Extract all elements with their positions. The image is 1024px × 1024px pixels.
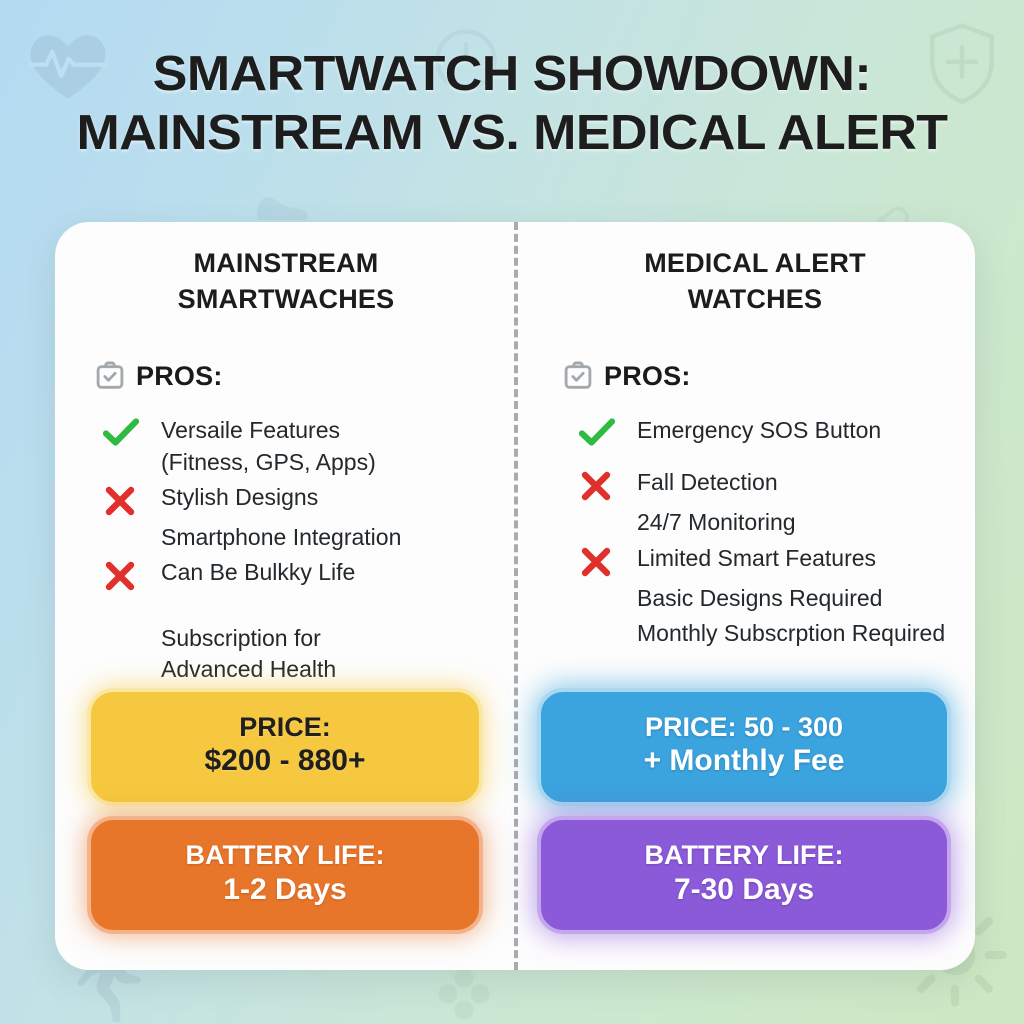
column-divider	[514, 222, 518, 970]
column-heading-medical-alert: MEDICAL ALERT WATCHES	[561, 246, 949, 317]
badges-mainstream: PRICE: $200 - 880+ BATTERY LIFE: 1-2 Day…	[55, 691, 515, 949]
title-line-2: MAINSTREAM VS. MEDICAL ALERT	[76, 105, 948, 160]
pros-header-medical-alert: PROS:	[561, 359, 949, 393]
medical-bag-check-icon	[93, 359, 127, 393]
list-item-line: Fall Detection	[637, 469, 778, 496]
list-item-line: (Fitness, GPS, Apps)	[161, 448, 376, 475]
list-item-text: Basic Designs Required	[637, 581, 882, 614]
cross-icon	[579, 541, 637, 579]
no-mark-spacer	[579, 616, 637, 620]
badge-line-2: 7-30 Days	[673, 872, 815, 906]
no-mark-spacer	[579, 505, 637, 509]
list-item-text: Versaile Features (Fitness, GPS, Apps)	[161, 413, 376, 478]
badge-line-2: + Monthly Fee	[643, 744, 845, 778]
heading-line-1: MAINSTREAM	[193, 248, 379, 278]
pros-label-medical-alert: PROS:	[604, 360, 691, 391]
comparison-columns: MAINSTREAM SMARTWACHES PROS:	[55, 222, 975, 970]
list-item-line: Monthly Subscrption Required	[637, 619, 946, 646]
price-badge-medical-alert[interactable]: PRICE: 50 - 300 + Monthly Fee	[541, 691, 947, 802]
list-item-line: Limited Smart Features	[637, 544, 877, 571]
badge-line-2: $200 - 880+	[204, 744, 366, 778]
check-icon	[103, 413, 161, 447]
badge-line-1: BATTERY LIFE:	[644, 839, 844, 870]
list-item: Monthly Subscrption Required	[579, 616, 949, 649]
no-mark-spacer	[103, 520, 161, 524]
list-item-text: Monthly Subscrption Required	[637, 616, 945, 649]
comparison-card: MAINSTREAM SMARTWACHES PROS:	[55, 222, 975, 970]
battery-badge-medical-alert[interactable]: BATTERY LIFE: 7-30 Days	[541, 819, 947, 930]
list-item-text: Limited Smart Features	[637, 541, 876, 574]
badges-medical-alert: PRICE: 50 - 300 + Monthly Fee BATTERY LI…	[515, 691, 975, 949]
list-item-line: Smartphone Integration	[161, 523, 402, 550]
list-spacer	[103, 595, 481, 621]
list-item-line: Subscription for	[161, 625, 321, 652]
pros-header-mainstream: PROS:	[93, 359, 481, 393]
medical-bag-check-icon	[561, 359, 595, 393]
list-item-text: Stylish Designs	[161, 480, 318, 513]
list-item: Stylish Designs	[103, 480, 481, 518]
column-mainstream: MAINSTREAM SMARTWACHES PROS:	[55, 222, 515, 970]
list-item: Basic Designs Required	[579, 581, 949, 614]
feature-list-mainstream: Versaile Features (Fitness, GPS, Apps) S…	[103, 413, 481, 717]
list-item-line: Can Be Bulkky Life	[161, 559, 356, 586]
feature-list-medical-alert: Emergency SOS Button Fall Detection	[579, 413, 949, 649]
list-item: Emergency SOS Button	[579, 413, 949, 447]
price-badge-mainstream[interactable]: PRICE: $200 - 880+	[91, 691, 479, 802]
cross-icon	[103, 555, 161, 593]
heading-line-2: SMARTWACHES	[177, 283, 395, 314]
list-item-text: 24/7 Monitoring	[637, 505, 796, 538]
pros-label-mainstream: PROS:	[136, 360, 223, 391]
no-mark-spacer	[103, 621, 161, 625]
badge-line-1: PRICE: 50 - 300	[644, 711, 844, 742]
badge-line-2: 1-2 Days	[223, 872, 347, 906]
list-item: Versaile Features (Fitness, GPS, Apps)	[103, 413, 481, 478]
badge-line-1: PRICE:	[239, 711, 331, 742]
cross-icon	[579, 465, 637, 503]
column-heading-mainstream: MAINSTREAM SMARTWACHES	[91, 246, 481, 317]
heading-line-1: MEDICAL ALERT	[644, 248, 866, 278]
list-item-text: Emergency SOS Button	[637, 413, 881, 446]
list-item-line: 24/7 Monitoring	[637, 509, 796, 536]
battery-badge-mainstream[interactable]: BATTERY LIFE: 1-2 Days	[91, 819, 479, 930]
list-item-text: Can Be Bulkky Life	[161, 555, 355, 588]
list-item-line: Emergency SOS Button	[637, 417, 882, 444]
list-item-text: Smartphone Integration	[161, 520, 401, 553]
list-item: Fall Detection	[579, 465, 949, 503]
column-medical-alert: MEDICAL ALERT WATCHES PROS:	[515, 222, 975, 970]
title-line-1: SMARTWATCH SHOWDOWN:	[152, 47, 872, 101]
list-item-line: Stylish Designs	[161, 483, 319, 510]
list-item-line: Versaile Features	[161, 417, 340, 444]
list-item-line: Advanced Health	[161, 656, 337, 683]
cross-icon	[103, 480, 161, 518]
list-item: 24/7 Monitoring	[579, 505, 949, 538]
check-icon	[579, 413, 637, 447]
list-item: Limited Smart Features	[579, 541, 949, 579]
list-item-text: Fall Detection	[637, 465, 778, 498]
badge-line-1: BATTERY LIFE:	[185, 839, 385, 870]
list-item: Smartphone Integration	[103, 520, 481, 553]
heading-line-2: WATCHES	[687, 283, 823, 314]
list-item-line: Basic Designs Required	[637, 584, 883, 611]
list-spacer	[579, 449, 949, 465]
no-mark-spacer	[579, 581, 637, 585]
page-title: SMARTWATCH SHOWDOWN: MAINSTREAM VS. MEDI…	[0, 48, 1024, 160]
list-item: Can Be Bulkky Life	[103, 555, 481, 593]
